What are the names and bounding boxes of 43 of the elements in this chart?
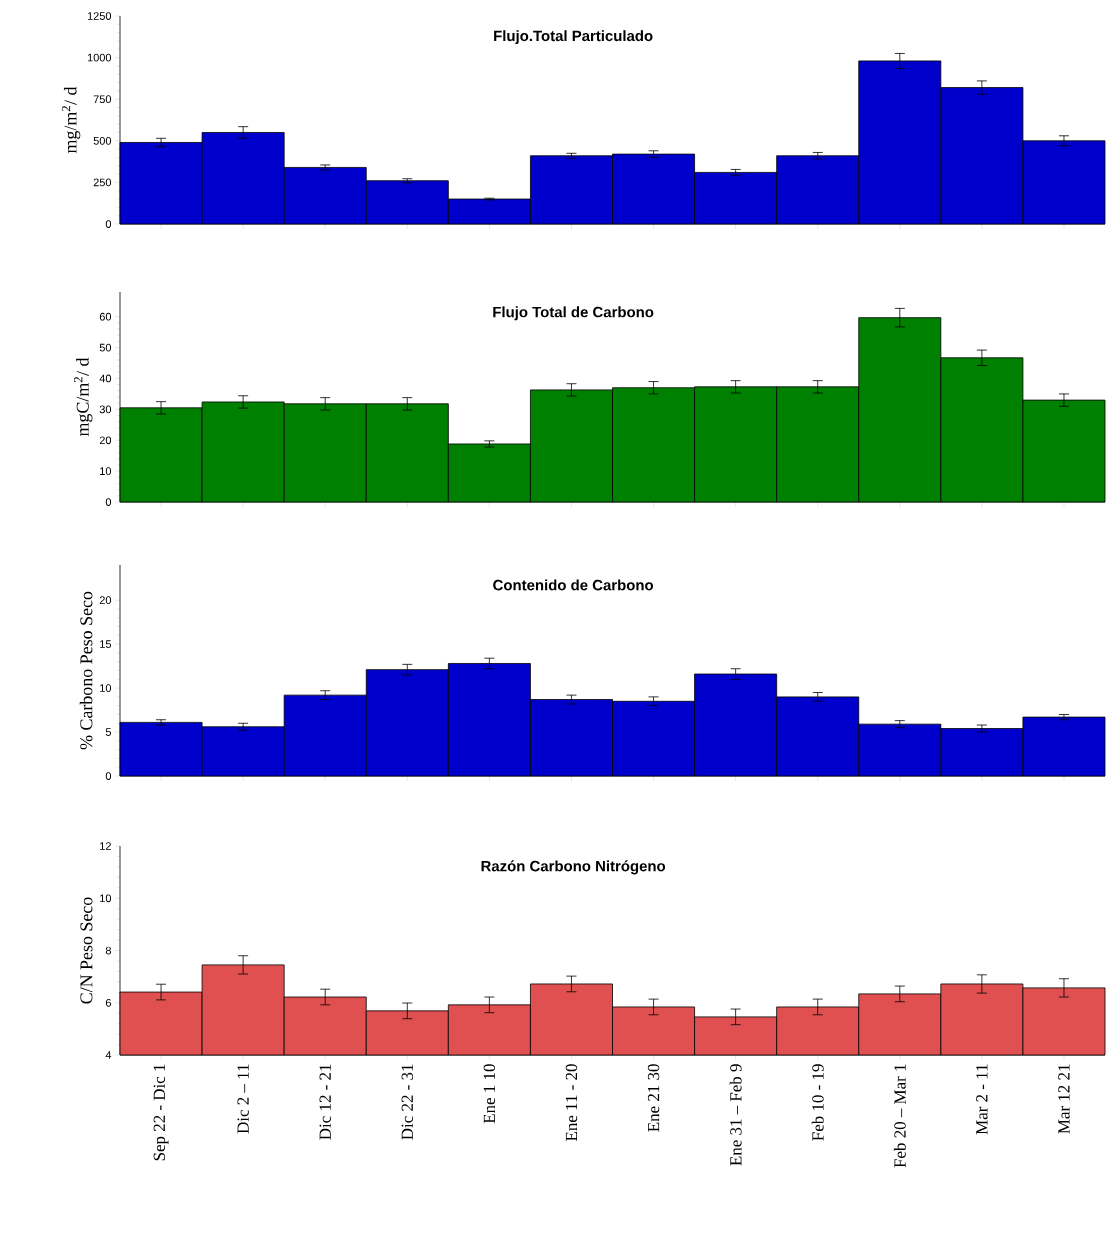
y-tick-label: 50 bbox=[99, 343, 112, 352]
y-tick-label: 750 bbox=[93, 95, 112, 104]
y-tick-label: 0 bbox=[105, 498, 112, 506]
y-tick-label: 20 bbox=[99, 596, 112, 605]
y-tick-label: 10 bbox=[100, 467, 112, 476]
y-axis-title: % Carbono Peso Seco bbox=[79, 591, 93, 750]
x-tick-label: Dic 22 - 31 bbox=[401, 1064, 413, 1140]
text: Razón Carbono Nitrógeno bbox=[481, 860, 666, 875]
y-tick-label: 30 bbox=[99, 405, 112, 414]
y-tick-label: 12 bbox=[100, 842, 111, 850]
y-tick-label: 6 bbox=[105, 998, 111, 1007]
x-tick-label: Sep 22 - Dic 1 bbox=[153, 1064, 169, 1161]
text: Flujo Total de Carbono bbox=[493, 306, 654, 321]
y-tick-label: 15 bbox=[100, 640, 112, 648]
x-tick-label: Mar 2 - 11 bbox=[976, 1064, 988, 1135]
x-tick-label: Feb 20 – Mar 1 bbox=[893, 1064, 906, 1168]
y-tick-label: 0 bbox=[105, 220, 112, 228]
y-tick-label: 1000 bbox=[87, 53, 112, 62]
y-tick-label: 250 bbox=[93, 178, 112, 187]
x-tick-label: Mar 12 21 bbox=[1058, 1064, 1070, 1134]
y-tick-label: 5 bbox=[105, 728, 112, 736]
text: Contenido de Carbono bbox=[493, 579, 654, 591]
y-tick-label: 1250 bbox=[87, 12, 112, 20]
x-tick-label: Ene 11 - 20 bbox=[565, 1064, 578, 1141]
y-axis-title: mg/m$^{2}$/ d bbox=[61, 86, 81, 154]
y-tick-label: 10 bbox=[100, 684, 112, 692]
y-tick-label: 0 bbox=[105, 772, 112, 780]
x-tick-label: Dic 2 – 11 bbox=[237, 1064, 249, 1134]
y-tick-label: 4 bbox=[105, 1051, 112, 1059]
y-tick-label: 20 bbox=[99, 436, 112, 445]
y-tick-label: 500 bbox=[93, 136, 112, 145]
y-axis-title: C/N Peso Seco bbox=[80, 897, 93, 1004]
x-tick-label: Ene 31 – Feb 9 bbox=[729, 1064, 742, 1166]
y-tick-label: 40 bbox=[99, 374, 112, 383]
x-tick-label: Dic 12 - 21 bbox=[319, 1064, 331, 1140]
y-tick-label: 60 bbox=[99, 312, 112, 321]
x-tick-label: Ene 21 30 bbox=[647, 1064, 660, 1132]
text: Flujo.Total Particulado bbox=[494, 30, 653, 45]
x-tick-label: Feb 10 - 19 bbox=[811, 1064, 824, 1141]
x-tick-label: Ene 1 10 bbox=[483, 1064, 496, 1124]
y-tick-label: 8 bbox=[105, 946, 111, 955]
y-tick-label: 10 bbox=[100, 894, 112, 903]
y-axis-title: mgC/m$^{2}$/ d bbox=[74, 357, 93, 437]
